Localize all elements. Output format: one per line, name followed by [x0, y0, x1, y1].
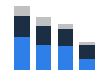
Bar — [36, 17, 52, 26]
Bar — [79, 45, 95, 59]
Bar — [57, 46, 73, 70]
Bar — [36, 26, 52, 45]
Bar — [36, 45, 52, 70]
Bar — [57, 24, 73, 29]
Bar — [79, 59, 95, 70]
Bar — [79, 42, 95, 45]
Bar — [14, 16, 30, 37]
Bar — [14, 6, 30, 16]
Bar — [14, 37, 30, 70]
Bar — [57, 29, 73, 46]
